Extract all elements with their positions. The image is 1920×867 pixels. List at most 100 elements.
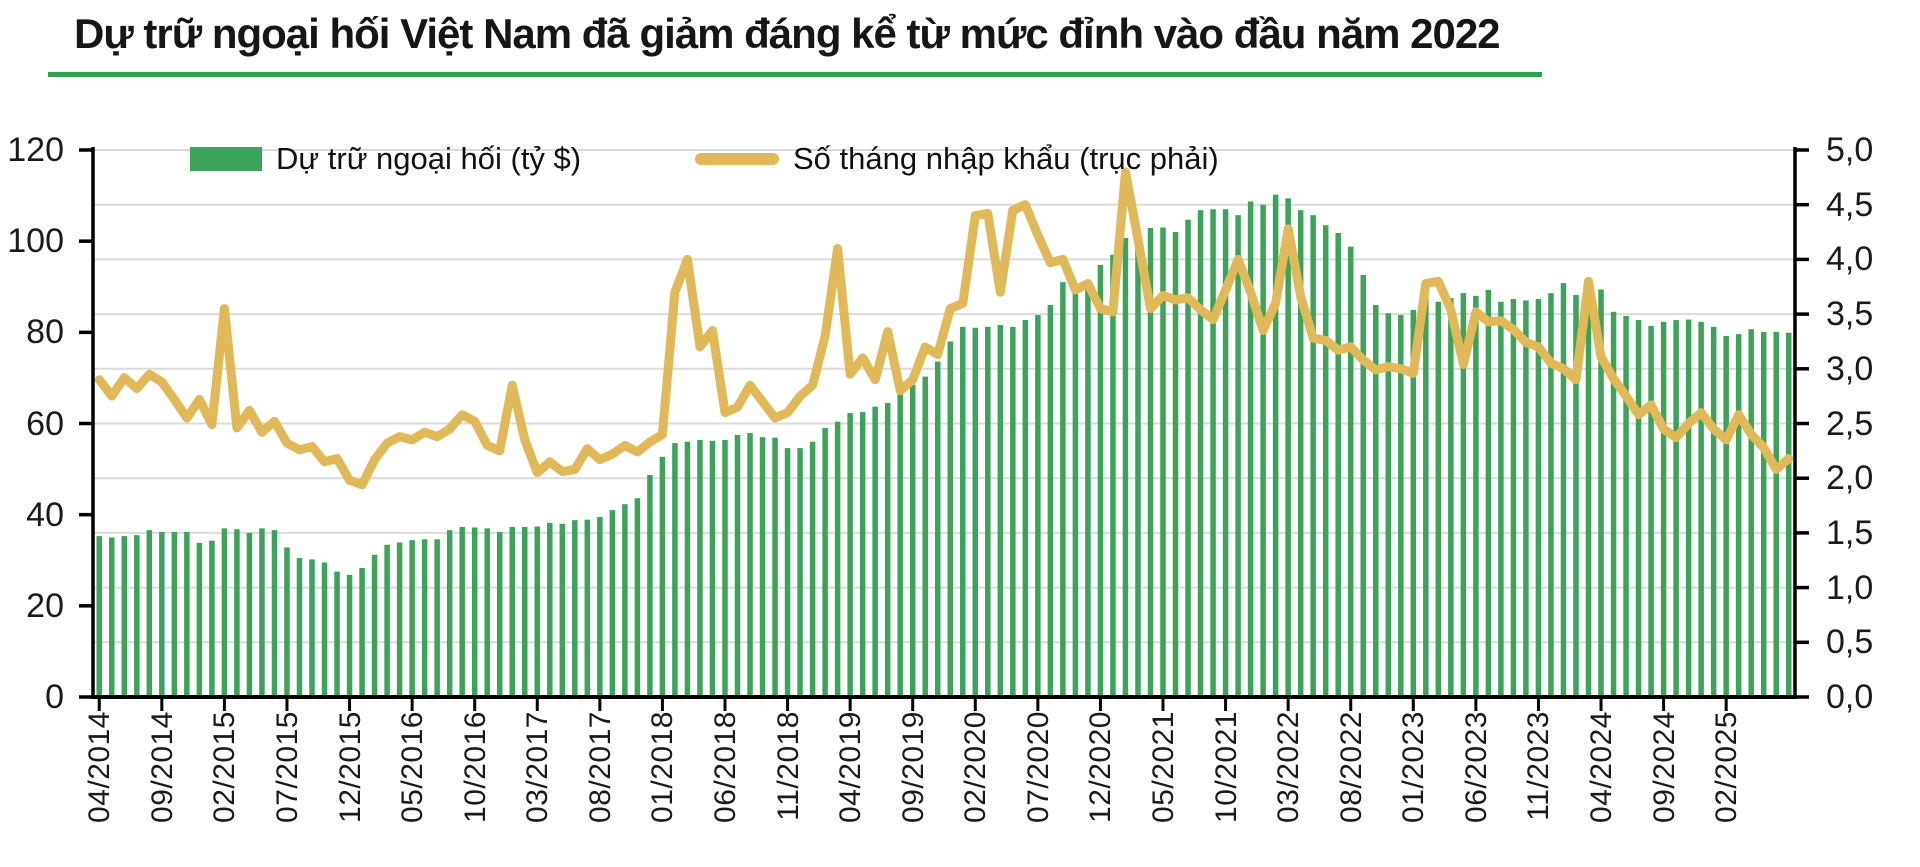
y-axis-right-label: 0,5 [1826,623,1874,662]
reserve-bar [1335,232,1341,697]
reserve-bar [759,437,766,697]
reserve-bar [1147,227,1154,697]
reserve-bar [809,441,816,697]
reserve-bar [609,510,616,697]
reserve-bar [722,439,728,697]
reserve-bar [1260,204,1266,697]
x-axis-label: 05/2016 [396,711,430,823]
reserve-bar [1172,232,1179,698]
reserve-bar [1272,194,1279,698]
reserve-bar [772,437,778,697]
reserve-bar [384,544,390,697]
reserve-bar [234,529,240,697]
reserve-bar [1360,274,1366,697]
reserve-bar [547,522,553,697]
reserve-bar [1185,219,1191,698]
reserve-bar [1485,289,1492,697]
reserve-bar [1347,246,1354,697]
y-axis-left-label: 120 [7,131,64,169]
legend-label-import-months: Số tháng nhập khẩu (trục phải) [793,141,1219,176]
reserve-bar [1748,329,1754,697]
reserve-bar [1510,299,1517,697]
x-axis-label: 01/2023 [1397,711,1431,823]
x-axis-label: 09/2014 [145,711,179,823]
reserve-bar [371,554,378,697]
reserve-bar [909,384,916,697]
reserve-bar [1110,254,1116,697]
reserve-bar [647,475,653,697]
reserve-bar [1698,321,1704,697]
reserve-bar [884,402,891,697]
reserve-bar [797,448,803,697]
reserve-bar [1085,284,1091,697]
reserve-bar [534,526,541,697]
y-axis-left-label: 40 [26,495,64,534]
x-axis-label: 03/2022 [1272,711,1306,823]
y-axis-right-label: 2,5 [1826,404,1874,443]
reserve-bar [1460,293,1467,697]
reserve-bar [747,433,753,697]
reserve-bar [947,341,954,697]
reserve-bar [1160,227,1166,698]
reserve-bar [1685,319,1692,697]
reserve-bar [1660,321,1667,697]
reserve-bar [1760,331,1767,697]
reserve-bar [421,539,428,697]
reserve-bar [960,326,966,697]
y-axis-left-label: 20 [26,586,64,625]
reserve-bar [159,531,165,697]
legend-label-reserves: Dự trữ ngoại hối (tỷ $) [276,141,582,176]
y-axis-right-label: 0,0 [1826,678,1874,716]
reserve-bar [1047,304,1054,697]
import-months-line [94,167,1794,490]
reserve-bar [359,568,365,697]
reserve-bar [484,528,490,697]
reserve-bar [1285,198,1291,697]
y-axis-right-label: 3,5 [1826,295,1874,334]
legend-bar-swatch-icon [190,147,262,171]
y-axis-right-label: 4,5 [1826,185,1874,224]
reserve-bar [934,361,941,697]
reserve-bar [1410,310,1417,697]
x-axis-label: 07/2015 [270,711,304,823]
reserve-bar [1235,215,1241,697]
reserve-bar [1635,320,1642,697]
reserve-bar [409,540,415,697]
reserve-bar [522,526,528,697]
reserve-bar [697,439,703,697]
reserve-bar [1498,301,1504,697]
reserve-bar [972,327,979,697]
reserve-bar [1710,326,1717,697]
reserve-bar [1197,210,1204,698]
y-axis-right-label: 4,0 [1826,240,1874,279]
y-axis-right-label: 3,0 [1826,349,1874,388]
reserve-bar [1310,215,1316,697]
reserve-bar [109,537,115,697]
x-axis-label: 04/2014 [83,711,117,823]
reserve-bar [1548,293,1554,697]
reserve-bar [471,527,478,697]
reserve-bar [309,559,315,697]
reserve-bar [559,523,566,697]
x-axis-label: 02/2015 [208,711,242,823]
reserve-bar [396,542,403,697]
y-axis-left-label: 0 [45,678,64,716]
reserve-bar [434,539,440,697]
reserve-bar [684,441,691,697]
reserve-bar [1448,298,1454,697]
reserve-bar [572,520,578,697]
reserve-bar [1097,264,1104,697]
reserve-bar [1122,237,1129,698]
reserve-bar [834,421,841,697]
x-axis-label: 11/2018 [771,711,805,821]
reserve-bar [1598,289,1604,697]
reserve-bar [1648,325,1654,697]
reserve-bar [622,504,628,697]
reserve-bar [209,540,215,697]
x-axis-label: 03/2017 [521,711,555,823]
reserve-bar [246,532,253,697]
reserve-bar [1297,210,1304,698]
reserve-bar [1623,315,1629,697]
x-axis-label: 02/2020 [959,711,993,823]
